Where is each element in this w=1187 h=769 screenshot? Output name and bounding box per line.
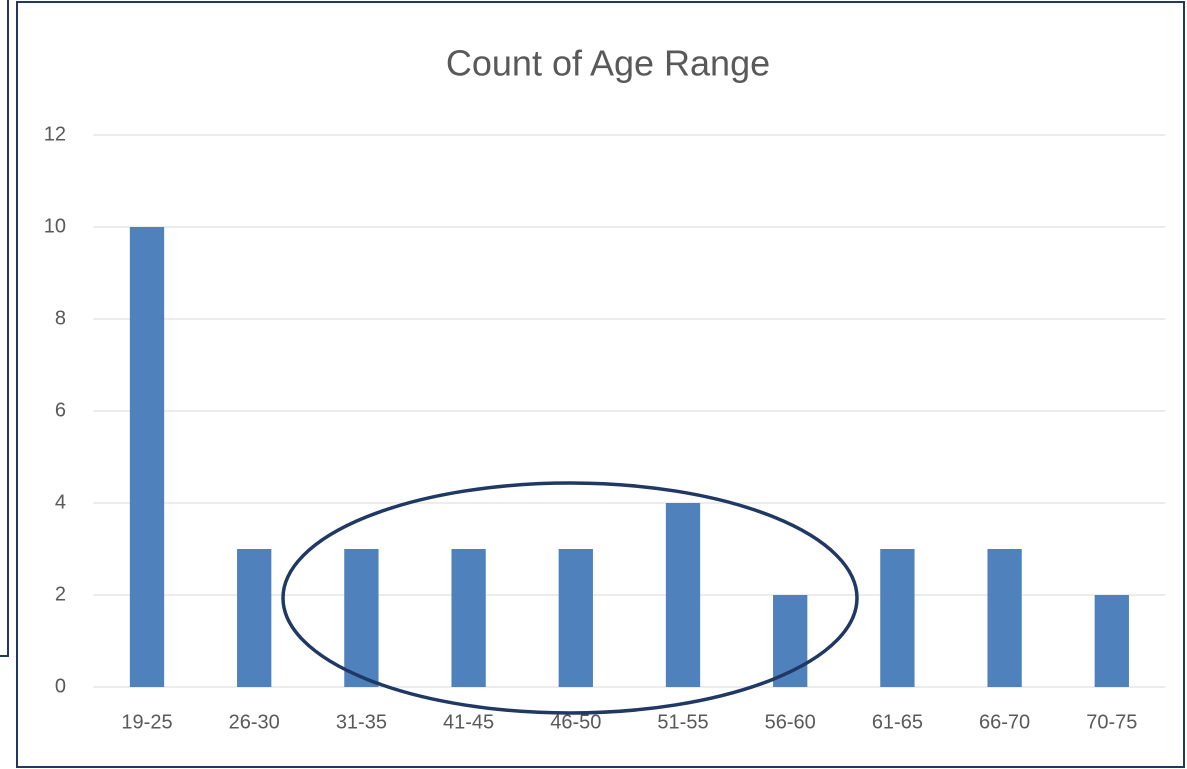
x-tick-label: 56-60 [765, 711, 816, 733]
bar [237, 549, 272, 687]
bar [451, 549, 486, 687]
side-panel-border [0, 0, 9, 657]
bar [558, 549, 593, 687]
x-tick-label: 31-35 [336, 711, 387, 733]
y-tick-label: 2 [55, 583, 66, 605]
bar [344, 549, 379, 687]
y-tick-label: 12 [44, 123, 66, 145]
y-tick-label: 0 [55, 675, 66, 697]
x-tick-label: 61-65 [872, 711, 923, 733]
bar [1094, 595, 1129, 687]
y-tick-label: 8 [55, 307, 66, 329]
chart-title: Count of Age Range [446, 43, 770, 84]
x-tick-label: 19-25 [121, 711, 172, 733]
x-tick-label: 51-55 [657, 711, 708, 733]
highlight-ellipse [281, 481, 859, 715]
x-tick-label: 26-30 [229, 711, 280, 733]
bar [665, 503, 701, 687]
x-tick-label: 41-45 [443, 711, 494, 733]
x-tick-label: 70-75 [1086, 711, 1137, 733]
bar [129, 227, 165, 687]
x-tick-label: 46-50 [550, 711, 601, 733]
bar [880, 549, 915, 687]
y-tick-label: 4 [55, 491, 66, 513]
x-tick-label: 66-70 [979, 711, 1030, 733]
y-tick-label: 6 [55, 399, 66, 421]
y-tick-label: 10 [44, 215, 66, 237]
bar [987, 549, 1022, 687]
